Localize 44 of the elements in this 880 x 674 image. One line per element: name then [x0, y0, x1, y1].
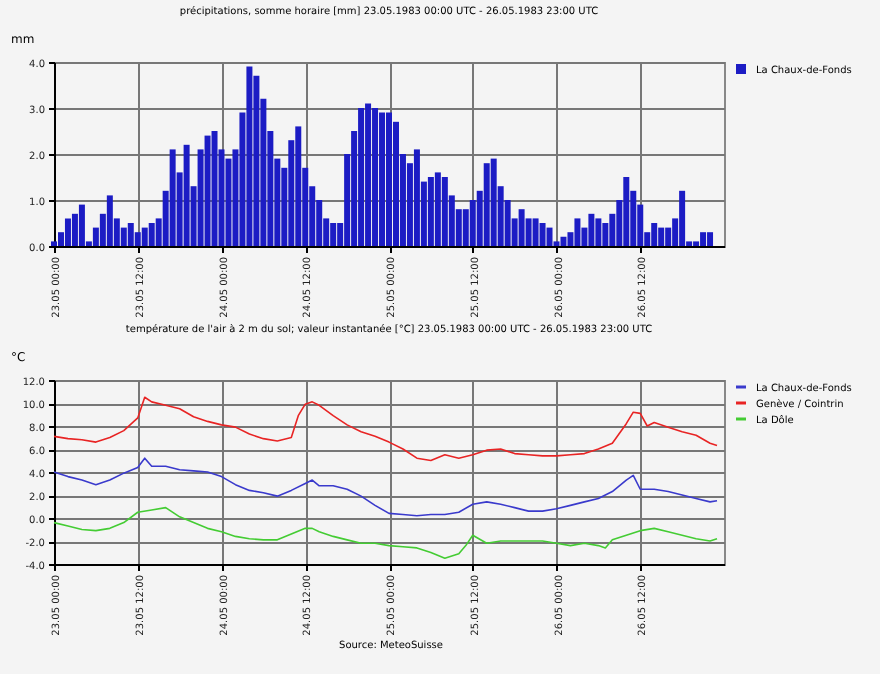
- bar: [358, 108, 365, 246]
- bar: [71, 213, 78, 246]
- line-series: [53, 457, 718, 517]
- bar: [78, 204, 85, 246]
- bar: [518, 209, 525, 246]
- bar: [441, 177, 448, 246]
- bar: [546, 227, 553, 246]
- bar: [532, 218, 539, 246]
- bar: [64, 218, 71, 246]
- bar: [700, 232, 707, 246]
- bar: [183, 144, 190, 246]
- bar: [588, 213, 595, 246]
- bar: [141, 227, 148, 246]
- bar: [392, 121, 399, 246]
- bar: [413, 149, 420, 246]
- bar: [623, 177, 630, 246]
- bar: [595, 218, 602, 246]
- line-series: [53, 396, 718, 462]
- bar: [679, 190, 686, 246]
- bar: [148, 223, 155, 246]
- bar: [253, 75, 260, 246]
- line-series: [53, 506, 718, 560]
- bar: [246, 66, 253, 246]
- bar: [574, 218, 581, 246]
- bar: [372, 108, 379, 246]
- bar: [365, 103, 372, 246]
- bar: [707, 232, 714, 246]
- bar: [211, 131, 218, 246]
- bar: [651, 223, 658, 246]
- bar: [658, 227, 665, 246]
- bar: [127, 223, 134, 246]
- bar: [330, 223, 337, 246]
- bar: [106, 195, 113, 246]
- bar: [434, 172, 441, 246]
- bar: [490, 158, 497, 246]
- bar: [386, 112, 392, 246]
- bar: [379, 112, 386, 246]
- bar: [169, 149, 176, 246]
- bar: [295, 126, 302, 246]
- bar: [427, 177, 434, 246]
- bar: [560, 236, 567, 246]
- bar: [204, 135, 211, 246]
- bar: [483, 163, 490, 246]
- bar: [539, 223, 546, 246]
